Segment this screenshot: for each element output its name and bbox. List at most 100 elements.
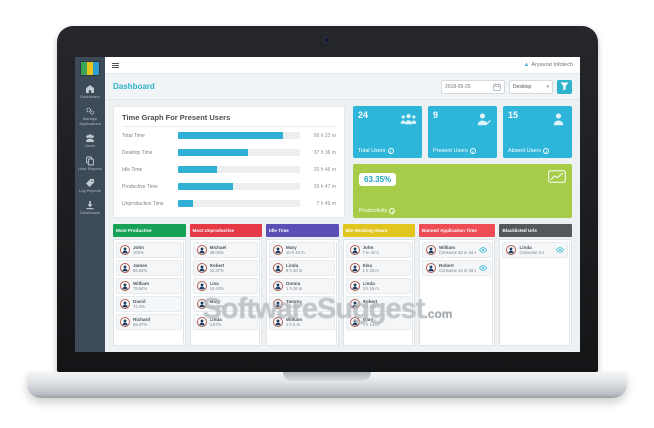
user-list-item[interactable]: Linda 9 h 20 m <box>269 260 335 276</box>
column-list[interactable]: Mary 10 h 44 m Linda 9 h 20 m Donna 1 h 26 … <box>266 239 339 346</box>
sidebar-item-user-reports[interactable]: User Reports <box>75 153 105 175</box>
user-list-item[interactable]: Michael 38.02% <box>192 242 258 258</box>
user-avatar <box>349 245 360 255</box>
stat-label: Total Users i <box>358 148 394 154</box>
sidebar-item-log-reports[interactable]: Log Reports <box>75 175 105 197</box>
view-eye-icon[interactable] <box>479 247 488 253</box>
sidebar-item-dashboard[interactable]: Dashboard <box>75 81 105 103</box>
info-icon[interactable]: i <box>543 148 550 154</box>
webcam <box>324 37 330 43</box>
user-list-item[interactable]: John 7 m 42 s <box>345 242 411 258</box>
user-avatar <box>273 299 283 309</box>
user-list-item[interactable]: Elsa 1 h 33 m <box>345 260 411 276</box>
sidebar-item-downloads[interactable]: Downloads <box>75 197 105 219</box>
column-min-working-hours: Min Working Hours John 7 m 42 s Elsa 1 h 3… <box>342 224 415 346</box>
sidebar-item-label: Manage Applications <box>79 116 101 126</box>
user-list-item[interactable]: Mary 4 h 14 m <box>345 314 411 330</box>
user-list-item[interactable]: Linda 4.87% <box>192 314 258 330</box>
column-list[interactable]: William Consume 52 m 34 s Robert Consume 1… <box>419 239 496 346</box>
time-graph-bar <box>178 166 218 173</box>
column-most-productive: Most Productive John 100% James 86.64% <box>113 224 186 346</box>
total-users-card[interactable]: 24 Total Users i <box>353 106 422 158</box>
time-graph-row: Unproductive Time 7 h 49 m <box>122 195 336 212</box>
column-header: Most Unproductive <box>189 224 262 237</box>
user-list-item[interactable]: Richard 65.67% <box>116 314 182 330</box>
present-users-card[interactable]: 9 Present Users i <box>428 106 497 158</box>
user-list-item[interactable]: John 100% <box>116 242 182 258</box>
view-eye-icon[interactable] <box>479 265 488 271</box>
sidebar-item-label: Log Reports <box>79 187 101 193</box>
time-graph-row: Idle Time 20 h 46 m <box>122 161 336 178</box>
line-chart-icon <box>548 170 566 183</box>
time-graph-value: 20 h 46 m <box>313 166 336 173</box>
time-graph-title: Time Graph For Present Users <box>122 113 336 127</box>
app-logo[interactable] <box>80 61 100 76</box>
time-graph-row: Total Time 56 h 23 m <box>122 127 336 144</box>
user-avatar <box>196 263 207 273</box>
user-list-item[interactable]: Linda 3 h 16 m <box>345 278 411 294</box>
user-avatar <box>349 299 360 309</box>
topbar: ▲ Aryavrat Infotech <box>105 57 580 74</box>
date-picker[interactable]: 2018-05-25 <box>441 79 505 94</box>
user-list-item[interactable]: Robert Consume 14 m 28 s <box>422 260 492 276</box>
user-avatar <box>273 263 283 273</box>
time-graph-track <box>178 149 300 156</box>
column-list[interactable]: John 100% James 86.64% William 75.64% <box>113 239 186 346</box>
total-users-value: 24 <box>358 110 369 120</box>
time-graph-row: Desktop Time 37 h 36 m <box>122 144 336 161</box>
sidebar-item-users[interactable]: Users <box>75 130 105 152</box>
absent-users-card[interactable]: 15 Absent Users i <box>503 106 572 158</box>
stat-label: Absent Users i <box>508 148 550 154</box>
device-value: Desktop <box>513 83 532 90</box>
info-icon[interactable]: i <box>387 148 394 154</box>
filter-button[interactable] <box>557 79 572 94</box>
user-check-icon <box>477 113 491 126</box>
sidebar-item-label: Dashboard <box>80 94 100 99</box>
time-graph-value: 37 h 36 m <box>313 149 336 156</box>
column-list[interactable]: John 7 m 42 s Elsa 1 h 33 m Linda 3 h 16 m <box>342 239 415 346</box>
user-avatar <box>196 281 207 291</box>
time-graph-row: Productive Time 29 h 47 m <box>122 178 336 195</box>
info-icon[interactable]: i <box>389 208 396 214</box>
user-list-item[interactable]: William 1 h 5 m <box>269 314 335 330</box>
time-graph-track <box>178 166 300 173</box>
productivity-label: Productivity i <box>359 208 396 214</box>
user-list-item[interactable]: James 86.64% <box>116 260 182 276</box>
productivity-value: 63.35% <box>359 173 397 186</box>
hamburger-menu-icon[interactable] <box>112 62 119 69</box>
user-list-item[interactable]: Robert 22.37% <box>192 260 258 276</box>
user-list-item[interactable]: Robert 3 h 22 m <box>345 296 411 312</box>
chevron-down-icon: ▾ <box>546 83 549 90</box>
user-list-item[interactable]: Lisa 19.42% <box>192 278 258 294</box>
sidebar-item-manage-applications[interactable]: Manage Applications <box>75 103 105 130</box>
view-eye-icon[interactable] <box>556 247 564 253</box>
device-select[interactable]: Desktop ▾ <box>509 79 553 94</box>
column-list[interactable]: Linda Consume 3 s <box>499 239 572 346</box>
column-list[interactable]: Michael 38.02% Robert 22.37% Lisa 19.42% <box>189 239 262 346</box>
sidebar-item-label: Users <box>84 143 96 149</box>
dashboard-screen: Dashboard Manage Applications Users User… <box>75 57 580 352</box>
users-icon <box>86 134 94 143</box>
user-list-item[interactable]: Mary 13.09% <box>192 296 258 312</box>
account-menu[interactable]: ▲ Aryavrat Infotech <box>523 62 573 68</box>
column-most-unproductive: Most Unproductive Michael 38.02% Robert 22… <box>189 224 262 346</box>
column-blacklisted-urls: Blacklisted Urls Linda Consume 3 s <box>499 224 572 346</box>
home-icon <box>86 85 94 93</box>
info-icon[interactable]: i <box>469 148 476 154</box>
column-header: Min Working Hours <box>342 224 415 237</box>
user-list-item[interactable]: Linda Consume 3 s <box>502 242 568 258</box>
column-header: Blacklisted Urls <box>499 224 572 237</box>
user-list-item[interactable]: William 75.64% <box>116 278 182 294</box>
stat-label: Present Users i <box>433 148 476 154</box>
sidebar: Dashboard Manage Applications Users User… <box>75 57 105 352</box>
user-list-item[interactable]: Donna 1 h 26 m <box>269 278 335 294</box>
user-list-item[interactable]: William Consume 52 m 34 s <box>422 242 492 258</box>
user-list-item[interactable]: Mary 10 h 44 m <box>269 242 335 258</box>
time-graph-track <box>178 200 300 207</box>
laptop-base-notch <box>283 372 371 381</box>
user-avatar-icon: ▲ <box>523 62 530 68</box>
user-avatar <box>120 281 130 291</box>
column-header: Idle Time <box>266 224 339 237</box>
user-list-item[interactable]: Tammy 1 h 5 m <box>269 296 335 312</box>
user-list-item[interactable]: David 73.2% <box>116 296 182 312</box>
